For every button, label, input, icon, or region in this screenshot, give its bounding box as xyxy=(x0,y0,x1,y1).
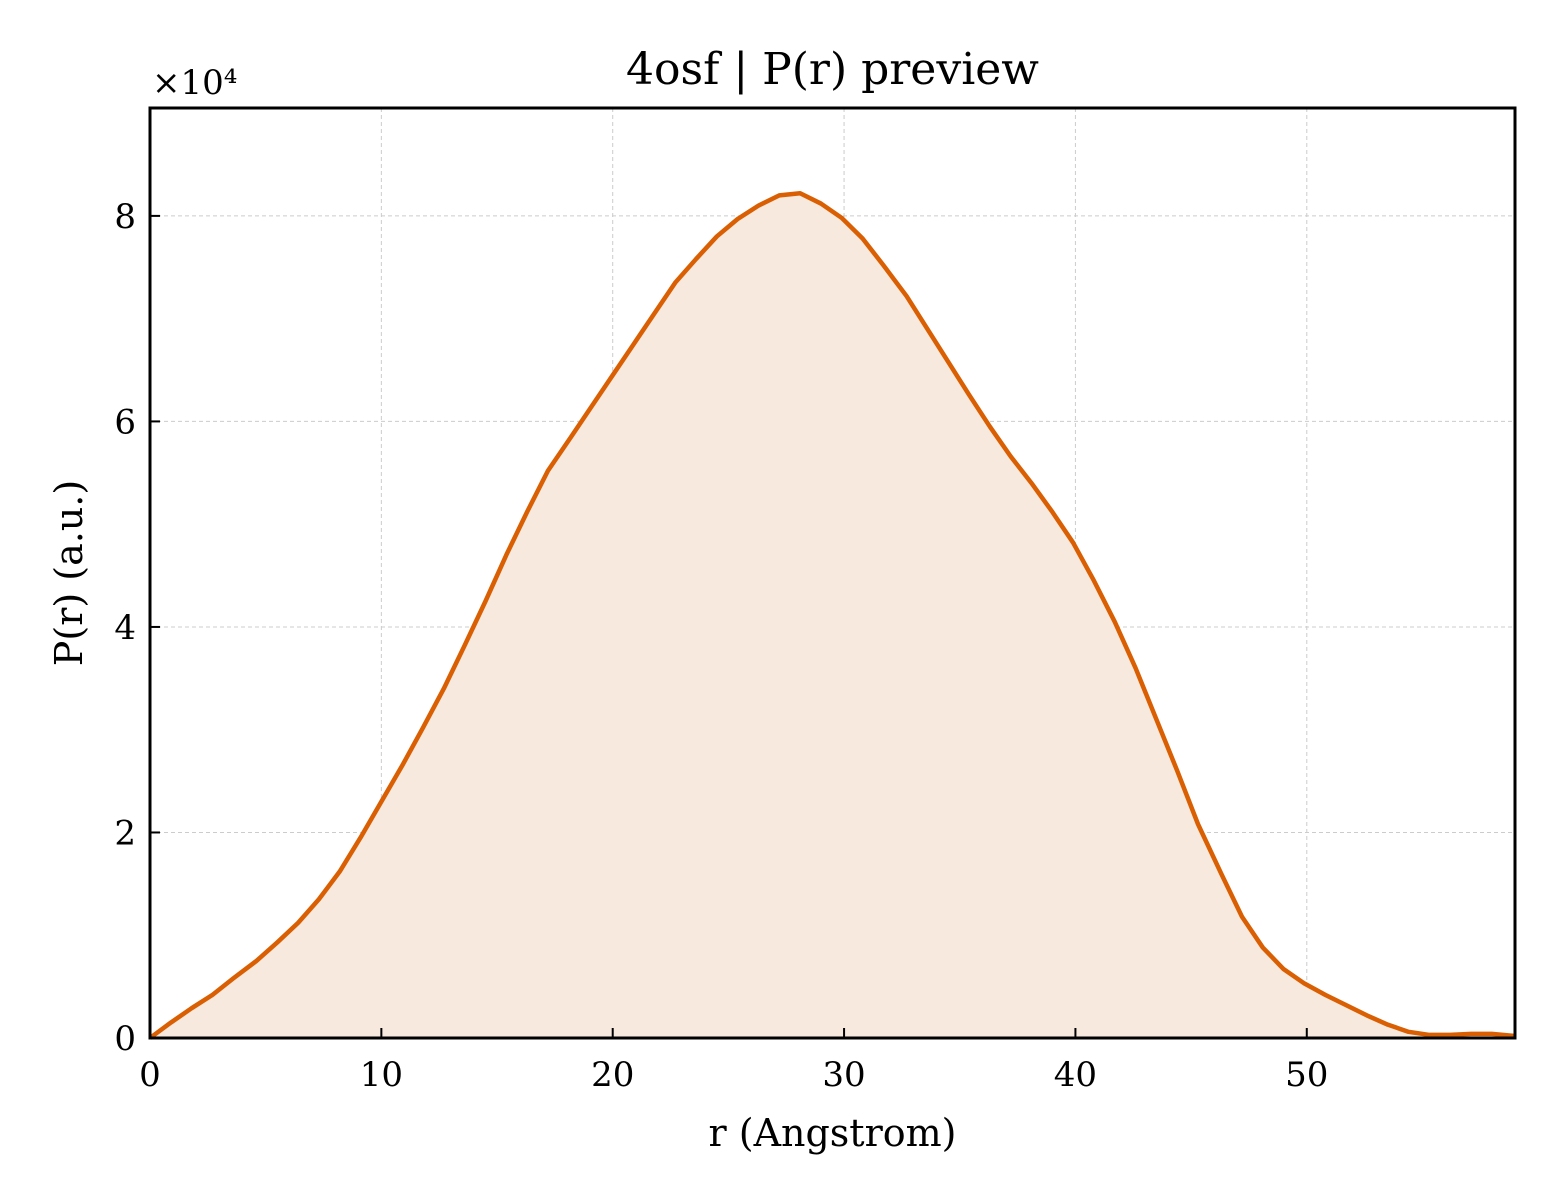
plot-frame xyxy=(148,106,1517,1040)
y-tick-label: 2 xyxy=(114,813,136,853)
x-tick-label: 30 xyxy=(822,1055,865,1095)
y-axis-multiplier: ×10⁴ xyxy=(152,63,237,103)
y-tick-label: 6 xyxy=(114,402,136,442)
x-tick-label: 0 xyxy=(139,1055,161,1095)
x-axis-label: r (Angstrom) xyxy=(709,1111,957,1155)
y-axis-label: P(r) (a.u.) xyxy=(47,480,91,666)
y-tick-label: 0 xyxy=(114,1019,136,1059)
x-tick-label: 40 xyxy=(1054,1055,1097,1095)
y-tick-label: 8 xyxy=(114,197,136,237)
x-tick-label: 10 xyxy=(360,1055,403,1095)
x-tick-label: 50 xyxy=(1285,1055,1328,1095)
pr-area-fill xyxy=(150,193,1515,1039)
pr-series-line xyxy=(148,191,1516,1040)
tick-layer: 0 10 20 30 40 50 0 2 4 6 8 xyxy=(114,197,1328,1095)
x-tick-label: 20 xyxy=(591,1055,634,1095)
chart-title: 4osf | P(r) preview xyxy=(626,44,1039,95)
y-tick-label: 4 xyxy=(114,608,136,648)
